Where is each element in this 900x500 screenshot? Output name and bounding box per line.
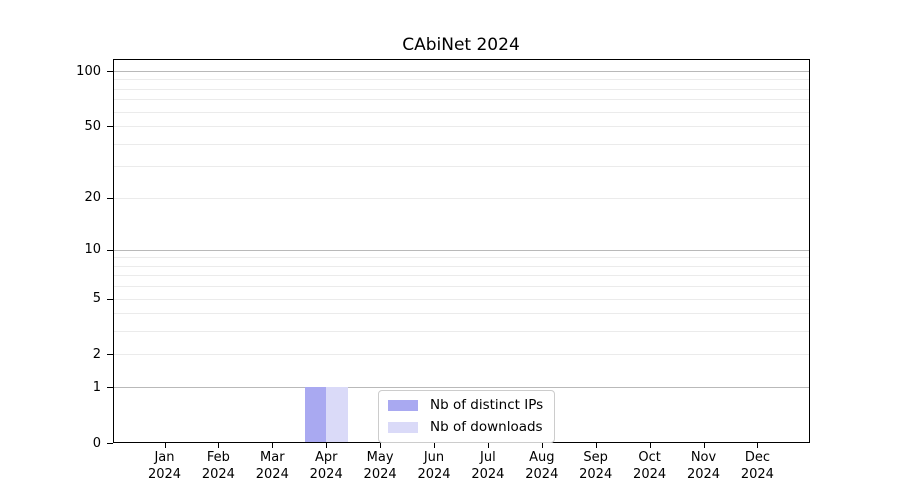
x-tick-label: Feb 2024 xyxy=(201,450,235,482)
gridline-minor xyxy=(113,257,810,259)
gridline-major xyxy=(113,387,810,389)
gridline-major xyxy=(113,249,810,251)
x-tick-mark xyxy=(757,443,759,448)
y-tick-mark xyxy=(107,126,113,128)
x-tick-mark xyxy=(595,443,597,448)
x-tick-mark xyxy=(380,443,382,448)
plot-frame xyxy=(113,59,810,443)
legend-entry-downloads: Nb of downloads xyxy=(388,420,543,435)
y-tick-mark xyxy=(107,71,113,72)
legend-swatch-distinct-ips xyxy=(388,400,418,411)
legend-label-downloads: Nb of downloads xyxy=(430,419,543,435)
x-tick-label: Sep 2024 xyxy=(579,450,613,482)
x-tick-mark xyxy=(434,443,435,448)
x-tick-label: Mar 2024 xyxy=(255,450,289,482)
bar-downloads xyxy=(326,387,348,443)
y-tick-label: 2 xyxy=(92,346,101,362)
x-tick-label: Apr 2024 xyxy=(309,450,343,482)
y-tick-mark xyxy=(107,443,113,444)
gridline-minor xyxy=(113,143,810,145)
legend: Nb of distinct IPs Nb of downloads xyxy=(378,390,556,443)
x-tick-label: Aug 2024 xyxy=(525,450,559,482)
gridline-minor xyxy=(113,79,810,81)
gridline-minor xyxy=(113,331,810,333)
y-tick-label: 100 xyxy=(76,63,101,79)
gridline-minor xyxy=(113,111,810,113)
gridline-minor xyxy=(113,313,810,315)
x-tick-label: Nov 2024 xyxy=(686,450,721,482)
x-tick-label: May 2024 xyxy=(363,450,397,482)
x-tick-mark xyxy=(649,443,651,448)
gridline-minor xyxy=(113,286,810,288)
y-tick-label: 0 xyxy=(92,435,101,451)
x-tick-label: Dec 2024 xyxy=(740,450,774,482)
x-tick-label: Jun 2024 xyxy=(417,450,451,482)
x-tick-mark xyxy=(164,443,166,448)
chart-title: CAbiNet 2024 xyxy=(402,35,520,55)
x-tick-label: Jul 2024 xyxy=(471,450,505,482)
y-tick-label: 5 xyxy=(92,291,101,307)
x-tick-mark xyxy=(326,443,328,448)
x-tick-mark xyxy=(703,443,705,448)
x-tick-mark xyxy=(487,443,489,448)
y-tick-label: 10 xyxy=(84,242,101,258)
gridline-minor xyxy=(113,298,810,300)
gridline-minor xyxy=(113,166,810,168)
legend-label-distinct-ips: Nb of distinct IPs xyxy=(430,397,544,413)
gridline-minor xyxy=(113,126,810,128)
legend-swatch-downloads xyxy=(388,422,418,433)
bar-distinct-ips xyxy=(304,387,327,443)
y-tick-mark xyxy=(107,197,113,199)
x-tick-label: Jan 2024 xyxy=(147,450,182,482)
gridline-minor xyxy=(113,99,810,101)
x-tick-mark xyxy=(272,443,274,448)
gridline-major xyxy=(113,71,810,72)
gridline-minor xyxy=(113,88,810,90)
y-tick-mark xyxy=(107,249,113,251)
legend-entry-distinct-ips: Nb of distinct IPs xyxy=(388,398,543,413)
y-tick-label: 20 xyxy=(84,190,101,206)
y-tick-label: 50 xyxy=(84,118,101,134)
y-tick-mark xyxy=(107,354,113,356)
gridline-minor xyxy=(113,265,810,267)
x-tick-mark xyxy=(541,443,543,448)
gridline-minor xyxy=(113,197,810,199)
y-tick-mark xyxy=(107,298,113,300)
x-tick-label: Oct 2024 xyxy=(633,450,667,482)
gridline-minor xyxy=(113,275,810,277)
plot-area: Nb of distinct IPs Nb of downloads xyxy=(113,59,810,443)
x-tick-mark xyxy=(218,443,220,448)
y-tick-mark xyxy=(107,387,113,389)
gridline-minor xyxy=(113,354,810,356)
y-tick-label: 1 xyxy=(92,379,101,395)
